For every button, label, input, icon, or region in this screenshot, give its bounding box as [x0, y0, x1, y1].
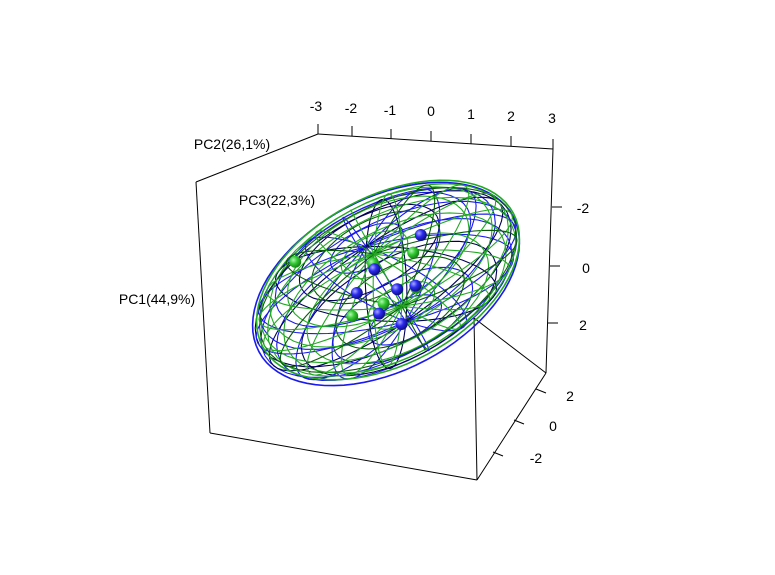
ellipsoid-wire [373, 193, 404, 307]
box-edge [195, 133, 319, 183]
tick-label-right-lower: 0 [549, 418, 557, 434]
ellipsoid-wire [263, 253, 403, 352]
tick-label-top: 3 [548, 110, 556, 126]
ellipsoid-wire [365, 198, 408, 322]
ellipsoid-outline [251, 181, 521, 387]
ellipsoid-wire [342, 216, 407, 322]
data-point-blue [414, 229, 427, 241]
data-point-blue [409, 279, 422, 292]
tick-label-top: -2 [345, 100, 358, 116]
ellipsoid-wire [266, 253, 402, 311]
ellipsoid-wire [306, 253, 403, 376]
tick-right-lower [492, 451, 504, 457]
tick-right-lower [535, 388, 547, 394]
box-edge [545, 148, 554, 374]
ellipsoid-wire [373, 192, 497, 307]
data-points [289, 229, 427, 330]
tick-label-top: 2 [507, 108, 515, 124]
tick-labels: -3 -2 -1 0 1 2 3 -2 0 2 2 0 -2 [310, 98, 590, 466]
ellipsoid-wire [279, 253, 403, 368]
ellipsoid-wire [365, 246, 468, 332]
tick-label-top: 1 [467, 106, 475, 122]
tick-label-right-lower: 2 [566, 388, 574, 404]
data-point-green [377, 297, 390, 310]
tick-label-right-upper: -2 [577, 200, 590, 216]
box-edge [209, 432, 478, 481]
tick-label-right-upper: 2 [579, 317, 587, 333]
ellipsoid-wire [373, 229, 518, 307]
ellipsoid-wire [350, 209, 403, 307]
data-point-green [407, 246, 420, 259]
data-point-blue [350, 287, 363, 299]
data-point-green [346, 310, 359, 323]
data-point-blue [368, 263, 381, 276]
tick-label-top: -1 [384, 102, 397, 118]
ellipsoid-outline [255, 179, 521, 381]
tick-marks [317, 124, 562, 457]
ellipsoid-wire [374, 253, 491, 311]
ellipsoid-wire [365, 213, 517, 322]
ellipsoid-wire [340, 253, 403, 376]
ellipsoid-wire [374, 249, 510, 307]
bounding-box [195, 133, 554, 481]
tick-label-right-lower: -2 [530, 450, 543, 466]
ellipsoid-wire [268, 246, 407, 372]
ellipsoid-wire [373, 208, 513, 307]
box-edge [473, 317, 547, 374]
ellipsoid-wire [372, 253, 403, 367]
data-point-green [289, 255, 302, 268]
ellipsoid-wire [285, 249, 402, 307]
tick-label-right-upper: 0 [582, 260, 590, 276]
box-edge [473, 317, 478, 481]
axis-title-pc1: PC1(44,9%) [119, 291, 195, 307]
data-point-blue [373, 307, 385, 320]
axis-title-pc3: PC3(22,3%) [239, 192, 315, 208]
data-point-blue [395, 318, 408, 330]
ellipsoid-wire [314, 230, 403, 307]
ellipsoid-wire [373, 253, 462, 330]
box-edge [195, 181, 211, 434]
axis-titles: PC2(26,1%) PC3(22,3%) PC1(44,9%) [119, 136, 315, 307]
box-edge [476, 372, 547, 481]
ellipsoid-wire [258, 253, 403, 331]
data-point-blue [391, 283, 404, 296]
ellipsoid-wire [331, 246, 407, 380]
tick-label-top: -3 [310, 98, 323, 114]
axis-title-pc2: PC2(26,1%) [194, 136, 270, 152]
box-edge [317, 133, 554, 150]
ellipsoid-wire [373, 184, 436, 307]
confidence-ellipsoid-blue [251, 181, 521, 387]
ellipsoid-wire [304, 236, 407, 322]
tick-right-lower [513, 419, 525, 425]
tick-label-top: 0 [427, 103, 435, 119]
confidence-ellipsoid-green [255, 179, 521, 381]
ellipsoid-wire [373, 184, 470, 307]
